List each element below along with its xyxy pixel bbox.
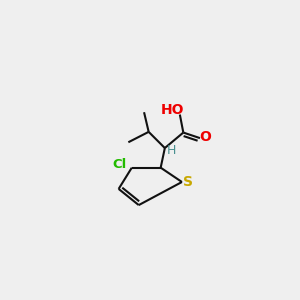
Text: Cl: Cl bbox=[112, 158, 126, 171]
Text: O: O bbox=[199, 130, 211, 144]
Text: HO: HO bbox=[161, 103, 185, 117]
Text: H: H bbox=[167, 144, 176, 157]
Text: S: S bbox=[183, 175, 193, 189]
